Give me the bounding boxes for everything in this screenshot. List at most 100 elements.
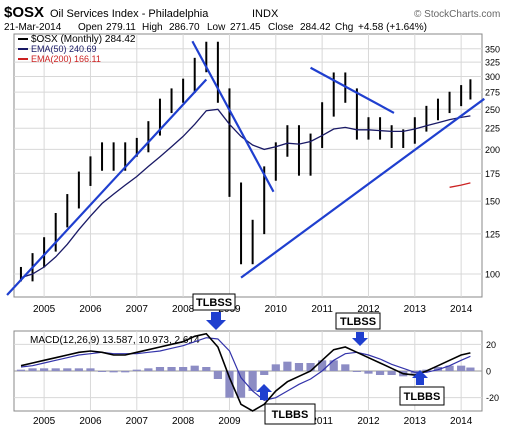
legend-ema50: EMA(50) 240.69 [31,44,97,54]
open-label: Open [78,22,102,33]
macd-histogram-bar [248,371,257,391]
price-y-tick-label: 150 [485,197,500,207]
macd-y-tick-label: -20 [486,393,499,403]
macd-histogram-bar [179,367,188,371]
legend-ema200: EMA(200) 166.11 [31,54,101,64]
macd-histogram-bar [318,360,327,371]
close-label: Close [268,22,294,33]
price-grid: 100 125 150 175 200 225 250 275 300 325 350 2005 200… [14,34,500,315]
macd-histogram-bar [97,371,107,372]
macd-x-tick-label: 2008 [172,416,195,427]
price-marks [6,40,485,296]
tlbss-top-callout: TLBSS [192,293,236,330]
macd-histogram-bar [144,368,153,371]
macd-histogram-bar [364,371,373,374]
macd-y-tick-label: 0 [486,367,491,377]
price-y-tick-label: 275 [485,88,500,98]
macd-histogram-bar [155,367,165,371]
macd-histogram-bar [51,368,60,371]
index-name: Oil Services Index - Philadelphia [50,8,209,20]
exchange-label: INDX [252,8,279,20]
macd-line [20,332,471,412]
macd-x-tick-label: 2014 [450,416,473,427]
price-legend: $OSX (Monthly) 284.42 EMA(50) 240.69 EMA… [18,34,136,64]
macd-histogram-bar [202,367,211,371]
macd-histogram-bar [445,365,454,371]
tlbss-top-arrow [206,312,226,330]
tlbbs-right-callout: TLBBS [399,370,445,406]
tlbbs-right-box [399,386,445,406]
price-x-tick-label: 2005 [33,304,56,315]
macd-histogram-bar [16,369,26,371]
macd-histogram-bar [306,363,315,371]
price-y-tick-label: 325 [485,58,500,68]
tlbbs-right-label: TLBBS [404,391,441,403]
price-x-tick-label: 2012 [357,304,380,315]
macd-histogram-bar [63,368,72,371]
price-y-tick-label: 350 [485,44,500,54]
tlbbs-left-arrow [256,384,272,400]
price-panel-frame [13,33,483,298]
close-value: 284.42 [300,22,331,33]
tlbbs-left-callout: TLBBS [256,384,316,425]
macd-histogram-bar [40,368,49,371]
watermark: © StockCharts.com [414,9,500,20]
macd-histogram-bar [352,371,361,372]
price-x-tick-label: 2010 [265,304,288,315]
price-x-tick-label: 2014 [450,304,473,315]
price-y-tick-label: 100 [485,270,500,280]
open-value: 279.11 [106,22,136,33]
macd-histogram-bar [225,371,234,398]
macd-title: MACD(12,26,9) 13.587, 10.973, 2.614 [30,335,200,346]
macd-x-tick-label: 2012 [357,416,380,427]
price-x-tick-label: 2008 [172,304,195,315]
macd-x-tick-label: 2006 [79,416,102,427]
tlbss-macd-callout: TLBSS [335,312,381,346]
macd-histogram-bar [236,371,246,398]
macd-histogram-bar [375,371,385,375]
tlbbs-right-arrow [412,370,428,385]
high-value: 286.70 [169,22,200,33]
trendline-3 [240,97,485,279]
macd-histogram-bar [213,371,222,379]
low-value: 271.45 [230,22,261,33]
macd-y-tick-label: 20 [486,340,496,350]
macd-x-tick-label: 2007 [126,416,149,427]
tlbbs-left-label: TLBBS [272,409,309,421]
chg-label: Chg [335,22,353,33]
macd-x-tick-label: 2011 [311,416,333,427]
trendline-2 [191,40,275,193]
price-y-tick-label: 200 [485,145,500,155]
macd-marks [16,332,475,412]
price-y-tick-label: 250 [485,105,500,115]
macd-histogram-bar [190,365,199,371]
macd-histogram-bar [121,371,130,373]
macd-histogram-bar [28,368,37,371]
legend-price: $OSX (Monthly) 284.42 [31,34,136,45]
price-x-tick-label: 2011 [311,304,333,315]
tlbss-top-label: TLBSS [196,297,232,309]
macd-histogram-bar [283,361,292,371]
macd-histogram-bar [329,360,338,371]
trendline-4 [310,66,395,114]
macd-x-tick-label: 2009 [218,416,241,427]
macd-histogram-bar [466,367,475,371]
macd-histogram-bar [271,364,280,371]
symbol-title: $OSX [4,4,44,21]
macd-histogram-bar [74,368,83,371]
macd-histogram-bar [341,364,350,371]
price-y-tick-label: 300 [485,72,500,82]
macd-histogram-bar [86,368,95,371]
macd-histogram-bar [387,371,396,375]
macd-signal-line [20,337,471,401]
macd-histogram-bar [167,367,176,371]
price-x-tick-label: 2013 [404,304,427,315]
high-label: High [142,22,163,33]
price-y-tick-label: 175 [485,169,500,179]
trendline-1 [6,78,208,296]
chg-value: +4.58 (+1.64%) [358,22,427,33]
macd-histogram-bar [294,363,304,371]
tlbss-macd-arrow [352,332,368,346]
